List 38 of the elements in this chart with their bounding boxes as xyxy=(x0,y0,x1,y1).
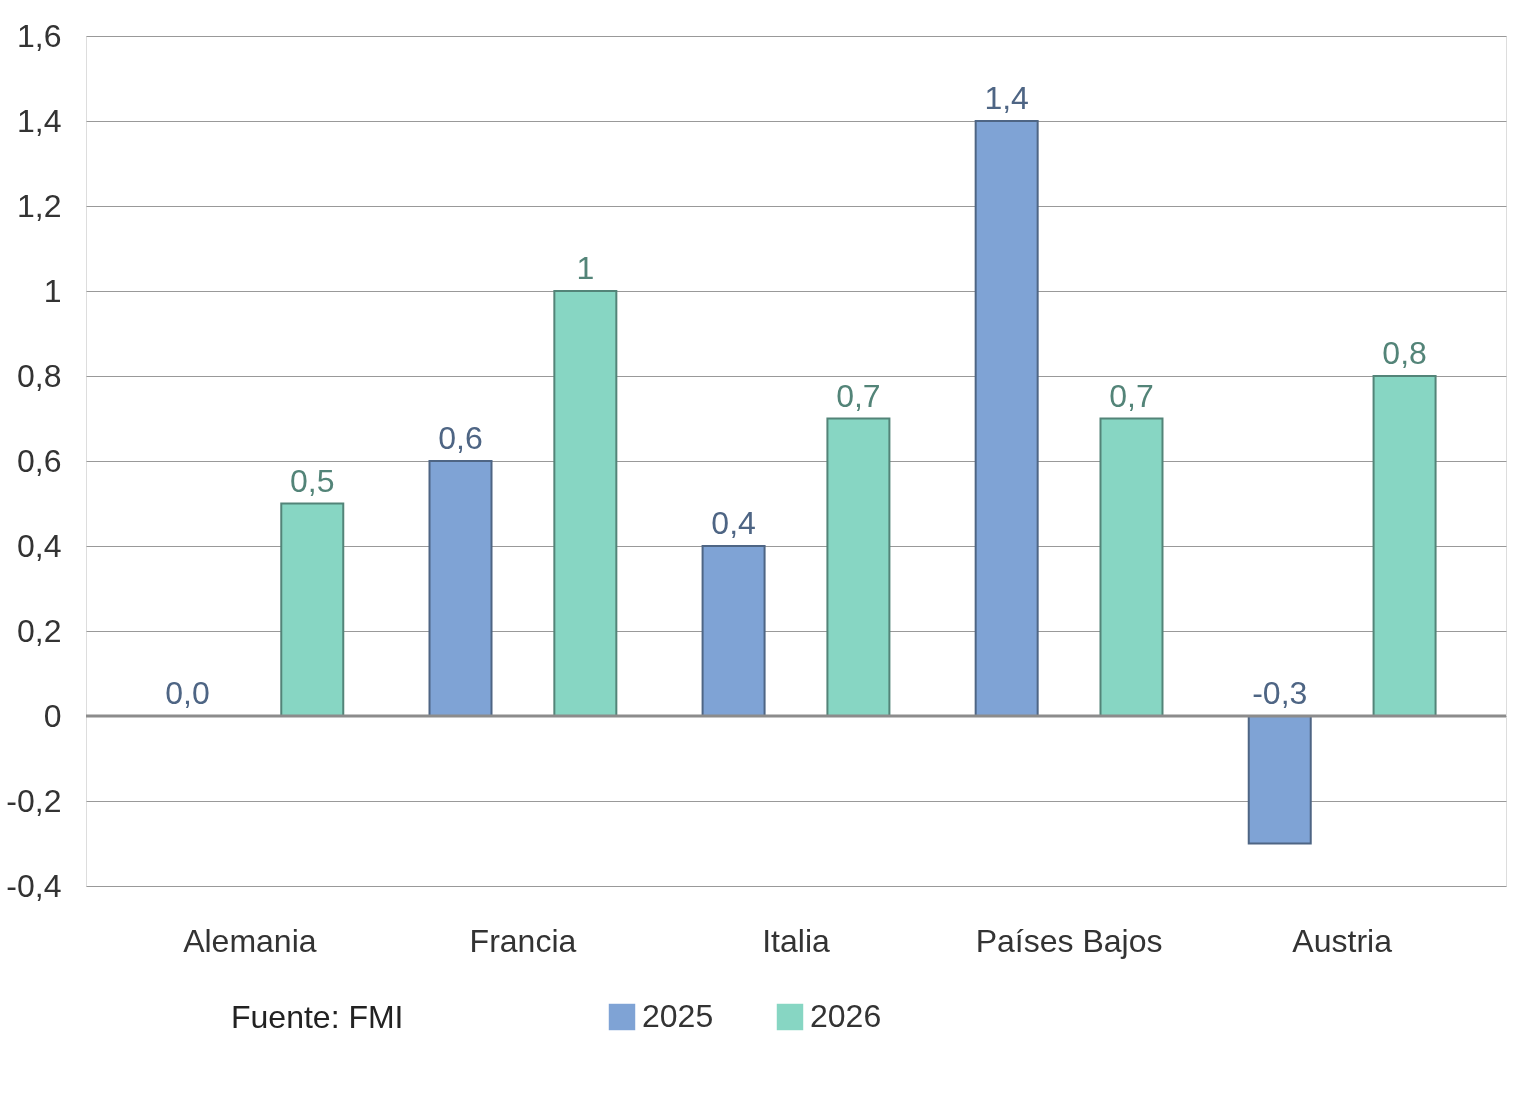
data-label: 0,7 xyxy=(1109,377,1154,414)
data-label: 0,6 xyxy=(438,420,483,456)
data-label: 0,0 xyxy=(165,675,210,711)
y-tick-label: 0,4 xyxy=(17,527,62,564)
data-label: 0,4 xyxy=(711,505,756,541)
y-tick-label: -0,4 xyxy=(6,867,62,904)
y-tick-label: 0 xyxy=(43,697,62,734)
y-tick-label: 1,4 xyxy=(17,102,62,139)
data-label: 1 xyxy=(576,250,595,286)
y-tick-label: -0,2 xyxy=(6,782,62,819)
bar xyxy=(826,417,891,717)
x-tick-label: Francia xyxy=(469,922,577,959)
y-tick-label: 1,2 xyxy=(17,187,62,224)
y-tick-label: 1 xyxy=(43,272,62,309)
x-tick-label: Alemania xyxy=(183,922,317,959)
x-tick-label: Austria xyxy=(1292,922,1393,959)
data-label: 0,8 xyxy=(1382,335,1427,371)
bar xyxy=(1247,715,1312,845)
bar xyxy=(1372,375,1437,717)
bar xyxy=(701,545,766,717)
legend-label: 2025 xyxy=(642,998,714,1034)
y-tick-label: 0,6 xyxy=(17,442,62,479)
x-tick-label: Italia xyxy=(762,922,830,959)
y-tick-label: 0,2 xyxy=(17,612,62,649)
data-label: 0,7 xyxy=(836,377,881,414)
bar xyxy=(1099,417,1164,717)
data-label: -0,3 xyxy=(1252,675,1308,711)
y-tick-label: 1,6 xyxy=(17,17,62,54)
bar xyxy=(280,502,345,717)
bar xyxy=(974,120,1039,717)
legend-label: 2026 xyxy=(810,998,882,1034)
data-label: 0,5 xyxy=(290,462,335,499)
bar xyxy=(428,460,493,717)
source-note: Fuente: FMI xyxy=(231,999,404,1035)
data-label: 1,4 xyxy=(984,80,1029,116)
y-tick-label: 0,8 xyxy=(17,357,62,394)
bar xyxy=(553,290,618,717)
x-tick-label: Países Bajos xyxy=(975,922,1163,959)
